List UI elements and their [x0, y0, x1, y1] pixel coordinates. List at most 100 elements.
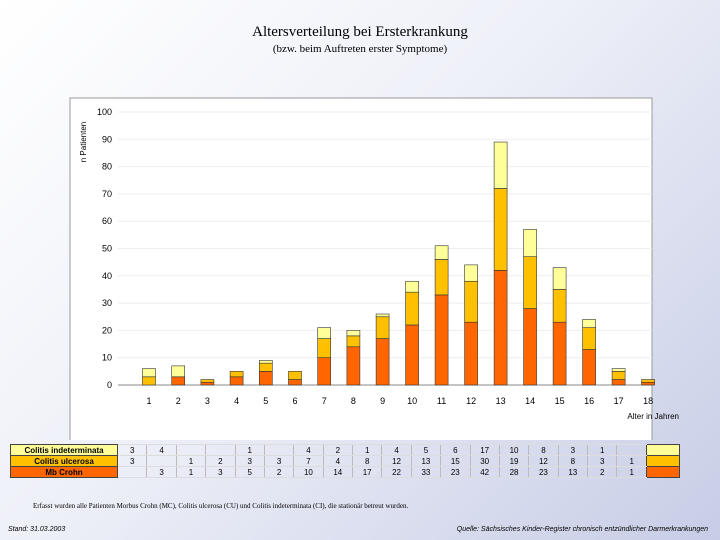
table-cell: 3	[263, 455, 294, 467]
legend-label: Mb Crohn	[10, 466, 118, 478]
table-cell	[146, 455, 177, 467]
footnote: Erfasst wurden alle Patienten Morbus Cro…	[33, 502, 409, 510]
bar-mc	[464, 321, 478, 386]
x-tick-label: 1	[146, 396, 151, 406]
table-cell: 8	[351, 455, 382, 467]
table-cell: 3	[557, 444, 588, 456]
bar-ci	[582, 319, 596, 328]
y-tick-label: 100	[97, 107, 112, 117]
bar-cu	[142, 376, 156, 386]
bar-mc	[171, 376, 185, 386]
chart-title: Altersverteilung bei Ersterkrankung	[252, 24, 468, 40]
bar-ci	[258, 360, 273, 364]
table-cell: 23	[440, 466, 470, 478]
table-cell: 5	[410, 444, 441, 456]
bar-mc	[288, 379, 302, 386]
bar-ci	[375, 313, 390, 318]
legend-swatch	[646, 444, 680, 456]
bar-cu	[523, 256, 537, 309]
x-tick-label: 6	[292, 396, 297, 406]
bar-series	[142, 141, 655, 386]
stand-date: Stand: 31.03.2003	[8, 526, 66, 533]
table-cell	[175, 444, 206, 456]
table-row: Colitis ulcerosa 3 1 2 3 3 7 4 8 12 13 15 30 19 12 8 3 1	[10, 455, 680, 467]
bar-ci	[493, 141, 508, 189]
table-cell: 19	[498, 455, 529, 467]
x-axis-label: Alter in Jahren	[627, 412, 679, 421]
bar-ci	[346, 330, 361, 337]
bar-cu	[434, 259, 449, 296]
bar-mc	[229, 376, 244, 386]
table-cell: 3	[586, 455, 617, 467]
data-table: Colitis indeterminata 3 4 1 4 2 1 4 5 6 17 10 8 3 1 Col…	[10, 444, 680, 478]
x-tick-label: 12	[466, 396, 476, 406]
x-tick-label: 9	[380, 396, 385, 406]
table-row: Mb Crohn 3 1 3 5 2 10 14 17 22 33 23 42 28 23 13 2 1	[10, 466, 680, 478]
x-axis-ticks: 1 2 3 4 5 6 7 8 9 10 11 12 13 14 15 16 17 18	[146, 396, 653, 406]
table-cell: 6	[440, 444, 470, 456]
legend-label: Colitis ulcerosa	[10, 455, 118, 467]
table-cell: 13	[410, 455, 441, 467]
bar-ci	[405, 280, 419, 293]
table-cell: 1	[175, 466, 206, 478]
bar-mc	[552, 321, 567, 386]
table-cell: 28	[498, 466, 529, 478]
bar-mc	[611, 379, 626, 386]
x-tick-label: 8	[351, 396, 356, 406]
table-cell: 4	[146, 444, 177, 456]
table-cell: 10	[293, 466, 324, 478]
table-cell: 12	[528, 455, 559, 467]
x-tick-label: 4	[234, 396, 239, 406]
bar-cu	[641, 379, 655, 383]
table-cell	[263, 444, 294, 456]
y-tick-label: 70	[102, 189, 112, 199]
x-tick-label: 5	[263, 396, 268, 406]
y-tick-label: 40	[102, 271, 112, 281]
bar-mc	[582, 349, 596, 386]
table-cell: 4	[293, 444, 324, 456]
bar-cu	[405, 291, 419, 326]
bar-cu	[258, 362, 273, 372]
legend-swatch	[646, 455, 680, 467]
chart-subtitle: (bzw. beim Auftreten erster Symptome)	[272, 43, 448, 55]
bar-cu	[611, 371, 626, 380]
table-cell: 4	[381, 444, 412, 456]
table-cell: 33	[410, 466, 441, 478]
table-cell: 3	[116, 455, 147, 467]
x-tick-label: 18	[643, 396, 653, 406]
bar-ci	[552, 267, 567, 290]
bar-cu	[375, 316, 390, 339]
bar-cu	[229, 371, 244, 378]
bar-cu	[582, 327, 596, 350]
table-cell: 42	[469, 466, 500, 478]
table-row: Colitis indeterminata 3 4 1 4 2 1 4 5 6 17 10 8 3 1	[10, 444, 680, 456]
y-axis-label: n Patienten	[79, 122, 88, 162]
table-cell	[205, 444, 235, 456]
table-cell: 14	[322, 466, 353, 478]
legend-label: Colitis indeterminata	[10, 444, 118, 456]
table-cell: 8	[528, 444, 559, 456]
bar-ci	[434, 245, 449, 260]
bar-cu	[288, 371, 302, 380]
bar-mc	[523, 308, 537, 386]
table-cell: 10	[498, 444, 529, 456]
table-cell: 1	[616, 466, 647, 478]
table-cell: 5	[234, 466, 265, 478]
table-cell: 2	[586, 466, 617, 478]
bar-cu	[552, 289, 567, 323]
x-tick-label: 11	[437, 396, 446, 406]
table-cell: 1	[616, 455, 647, 467]
y-tick-label: 20	[102, 325, 112, 335]
bar-mc	[434, 294, 449, 386]
table-cell: 12	[381, 455, 412, 467]
bar-mc	[375, 338, 390, 386]
x-tick-label: 17	[614, 396, 624, 406]
bar-mc	[200, 381, 215, 386]
table-cell: 2	[205, 455, 235, 467]
x-tick-label: 13	[496, 396, 506, 406]
y-tick-label: 90	[102, 134, 112, 144]
table-cell: 1	[175, 455, 206, 467]
table-cell: 4	[322, 455, 353, 467]
table-cell: 2	[322, 444, 353, 456]
